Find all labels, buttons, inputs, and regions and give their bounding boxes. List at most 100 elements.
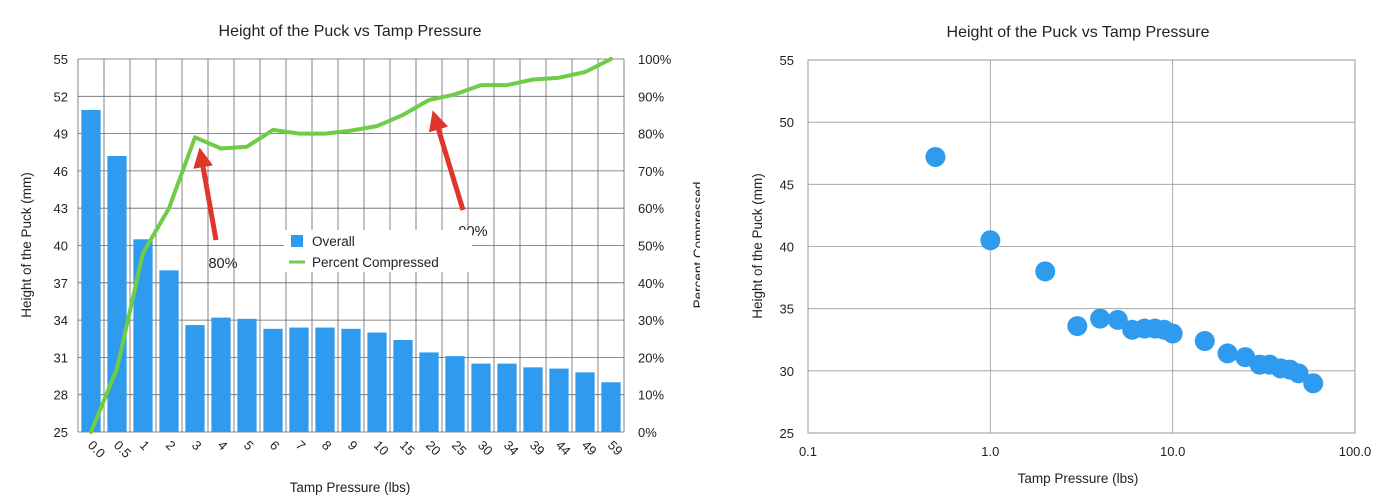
x-tick-label: 1 (137, 438, 153, 454)
y-tick-label: 43 (54, 201, 68, 216)
x-tick-label: 34 (501, 438, 522, 459)
y-tick-label: 55 (54, 52, 68, 67)
bar (419, 352, 439, 432)
legend: Overall Percent Compressed (284, 230, 472, 272)
x-tick-label: 39 (527, 438, 548, 459)
y2-axis-label: Percent Compressed (691, 182, 700, 309)
x-tick-label: 44 (553, 438, 574, 459)
y-tick-label: 40 (780, 240, 794, 255)
y-tick-label: 52 (54, 89, 68, 104)
x-tick-label: 5 (241, 438, 257, 454)
bar (445, 356, 465, 432)
annotation-arrow (428, 110, 466, 211)
y-tick-label: 45 (780, 177, 794, 192)
x-tick-label: 100.0 (1339, 444, 1372, 459)
grid (807, 59, 1356, 434)
scatter-point (980, 230, 1001, 251)
x-tick-label: 20 (423, 438, 444, 459)
y-tick-label: 49 (54, 127, 68, 142)
legend-label-percent: Percent Compressed (312, 255, 439, 270)
x-tick-label: 49 (579, 438, 600, 459)
bar (393, 339, 413, 432)
x-tick-label: 15 (397, 438, 418, 459)
bar (575, 372, 595, 432)
y2-tick-label: 70% (638, 164, 664, 179)
scatter-point (1194, 330, 1215, 351)
y2-tick-label: 60% (638, 201, 664, 216)
y-tick-label: 30 (780, 364, 794, 379)
x-tick-label: 2 (163, 438, 179, 454)
y-tick-label: 46 (54, 164, 68, 179)
x-tick-label: 1.0 (981, 444, 999, 459)
scatter-point (1035, 261, 1056, 282)
scatter-point (925, 146, 946, 167)
bar (315, 327, 335, 432)
series-line (89, 57, 613, 434)
scatter-point (1217, 343, 1238, 364)
y-tick-label: 25 (780, 426, 794, 441)
bar (159, 270, 179, 432)
x-tick-label: 7 (293, 438, 309, 454)
bar (237, 318, 257, 432)
x-tick-label: 30 (475, 438, 496, 459)
y-tick-label: 34 (54, 313, 68, 328)
y2-tick-label: 90% (638, 89, 664, 104)
y2-tick-label: 50% (638, 239, 664, 254)
annotation-arrow (193, 147, 219, 241)
scatter-point (1162, 323, 1183, 344)
x-tick-label: 10.0 (1160, 444, 1185, 459)
bar (133, 239, 153, 432)
scatter-chart: Height of the Puck vs Tamp Pressure 25 30… (750, 24, 1372, 486)
bars-overall (81, 109, 621, 433)
y-tick-label: 40 (54, 239, 68, 254)
y-tick-label: 50 (780, 115, 794, 130)
bar (107, 155, 127, 433)
legend-box (284, 230, 472, 272)
bar (523, 367, 543, 432)
bar (185, 325, 205, 432)
chart-title: Height of the Puck vs Tamp Pressure (219, 23, 482, 40)
scatter-point (1067, 316, 1088, 337)
y-axis-label: Height of the Puck (mm) (19, 172, 34, 318)
bar (367, 332, 387, 432)
y-tick-label: 55 (780, 53, 794, 68)
y-axis-label: Height of the Puck (mm) (750, 173, 765, 319)
line-percent-compressed (89, 57, 613, 434)
scatter-point (1303, 373, 1324, 394)
annotation-label: 80% (208, 256, 237, 272)
x-tick-label: 3 (189, 438, 205, 454)
bar-line-chart: Height of the Puck vs Tamp Pressure 2528… (19, 23, 700, 495)
legend-swatch-overall (291, 235, 303, 247)
y2-tick-label: 0% (638, 425, 657, 440)
scatter-point (1090, 308, 1111, 329)
x-tick-label: 9 (345, 438, 361, 454)
scatter-point (1288, 363, 1309, 384)
scatter-point (1107, 309, 1128, 330)
y-tick-label: 37 (54, 276, 68, 291)
x-tick-label: 25 (449, 438, 470, 459)
bar (341, 328, 361, 432)
bar (211, 317, 231, 432)
bar (497, 363, 517, 432)
bar (471, 363, 491, 432)
x-tick-label: 0.1 (799, 444, 817, 459)
legend-label-overall: Overall (312, 234, 355, 249)
x-axis-label: Tamp Pressure (lbs) (1018, 471, 1139, 486)
axes: 25 30 35 40 45 50 55 0.1 1.0 10.0 100.0 (780, 53, 1372, 459)
chart-title: Height of the Puck vs Tamp Pressure (947, 24, 1210, 41)
x-tick-label: 0.0 (85, 438, 108, 461)
x-tick-label: 0.5 (111, 438, 134, 461)
bar (601, 382, 621, 432)
x-tick-label: 4 (215, 438, 231, 454)
bar (81, 109, 101, 432)
x-tick-label: 6 (267, 438, 283, 454)
scatter-points (925, 146, 1324, 394)
y2-tick-label: 20% (638, 350, 664, 365)
x-axis-label: Tamp Pressure (lbs) (290, 480, 411, 495)
bar (263, 328, 283, 432)
x-tick-label: 8 (319, 438, 335, 454)
y-tick-label: 31 (54, 350, 68, 365)
y-tick-label: 25 (54, 425, 68, 440)
x-tick-label: 10 (371, 438, 392, 459)
